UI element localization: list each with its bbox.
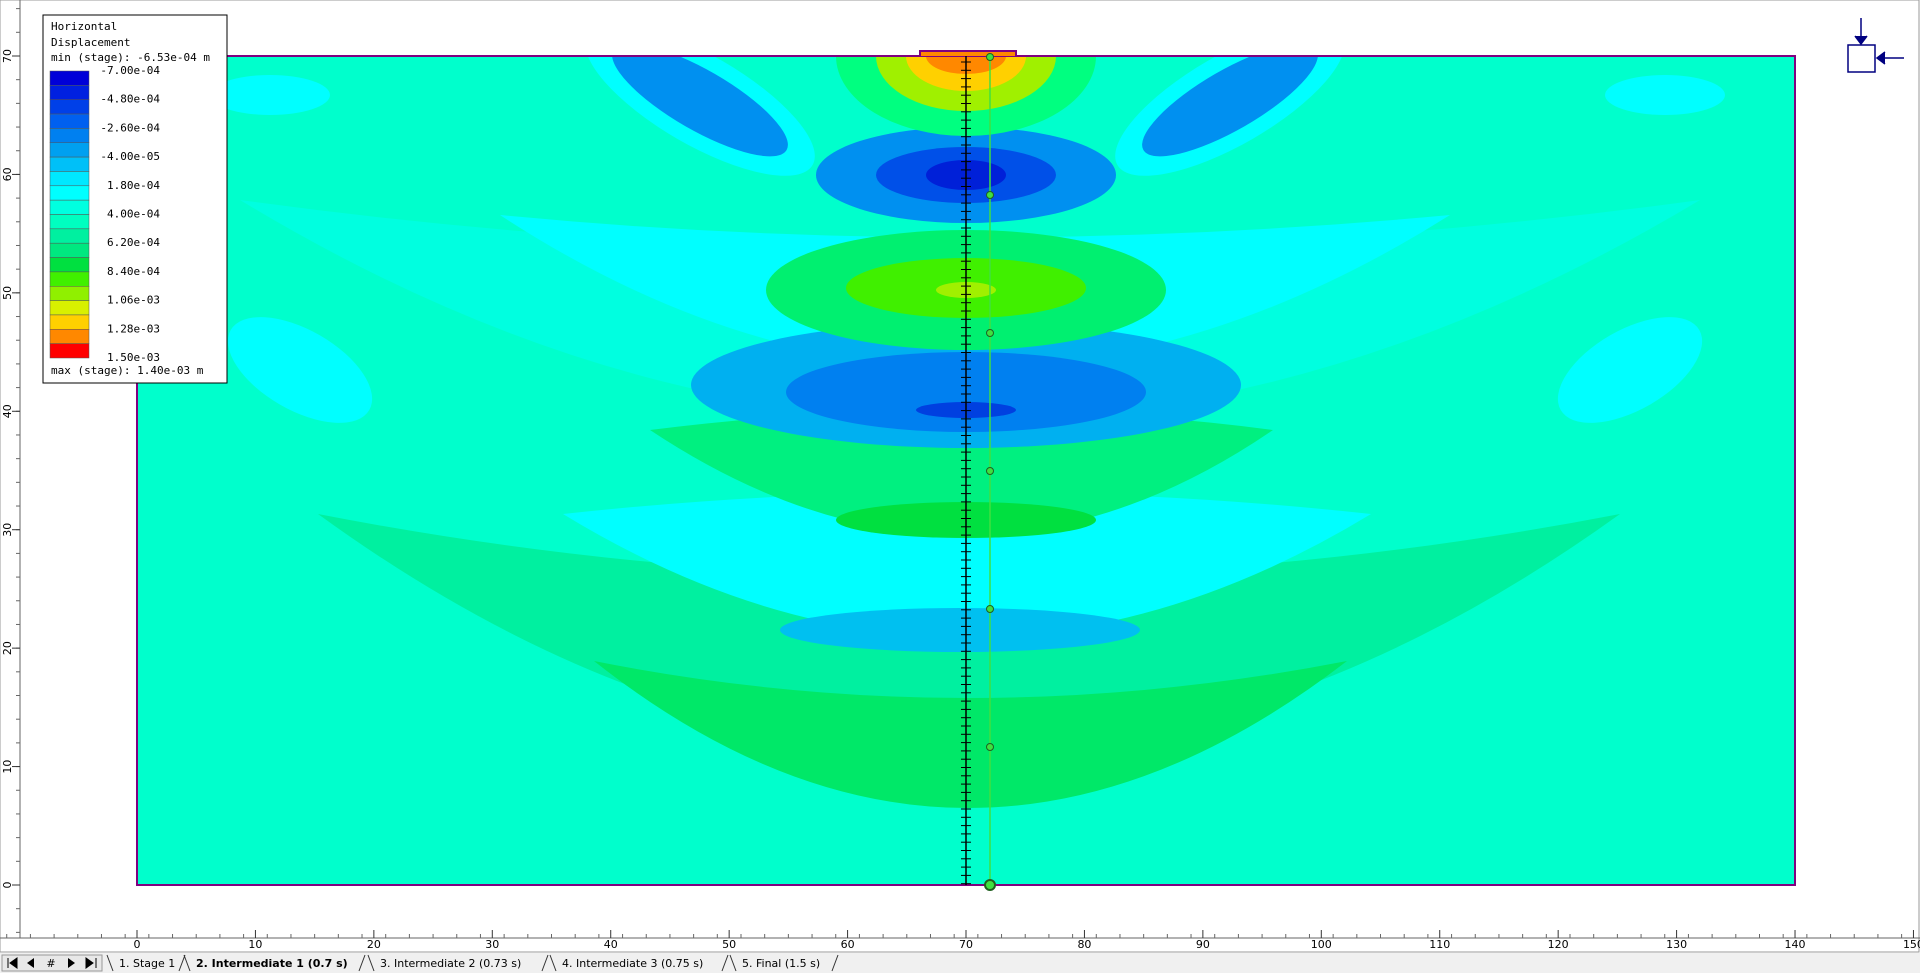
tab-edge [367, 954, 549, 972]
legend-swatch [49, 314, 90, 330]
legend-title: Displacement [51, 36, 130, 49]
footing [919, 50, 1017, 56]
x-tick-label: 0 [134, 938, 141, 951]
legend-label: 6.20e-04 [107, 236, 160, 249]
x-tick-label: 140 [1785, 938, 1806, 951]
x-tick-label: 120 [1548, 938, 1569, 951]
legend-label: -7.00e-04 [100, 64, 160, 77]
nav-buttons: # [1, 954, 103, 972]
legend-swatch [49, 329, 90, 344]
tab-edge [729, 954, 839, 972]
tab[interactable]: 3. Intermediate 2 (0.73 s) [380, 957, 521, 970]
y-tick-label: 20 [1, 641, 14, 655]
legend-swatch [49, 142, 90, 158]
x-tick-label: 100 [1311, 938, 1332, 951]
tab[interactable]: 4. Intermediate 3 (0.75 s) [562, 957, 703, 970]
legend-swatch [49, 286, 90, 301]
legend-label: 4.00e-04 [107, 208, 160, 221]
y-tick-label: 70 [1, 49, 14, 63]
nav-bg [1, 954, 103, 972]
legend-title: Horizontal [51, 20, 117, 33]
y-tick-label: 60 [1, 167, 14, 181]
legend-swatch [49, 85, 90, 100]
tab[interactable]: 5. Final (1.5 s) [742, 957, 820, 970]
legend-swatch [49, 343, 90, 359]
legend-min: min (stage): -6.53e-04 m [51, 51, 210, 64]
y-tick-label: 0 [1, 882, 14, 889]
legend-swatch [49, 156, 90, 172]
frame [0, 0, 1920, 953]
legend-label: 1.28e-03 [107, 322, 160, 335]
x-tick-label: 40 [604, 938, 618, 951]
legend-label: 1.80e-04 [107, 179, 160, 192]
pile-ticks [961, 61, 971, 885]
legend-label: 1.06e-03 [107, 294, 160, 307]
legend-swatch [49, 214, 90, 230]
x-tick-label: 80 [1077, 938, 1091, 951]
legend-swatch [49, 171, 90, 187]
x-tick-label: 10 [248, 938, 262, 951]
tab-edge [106, 954, 186, 972]
boundary-icon [1847, 18, 1904, 73]
tabs: 1. Stage 1 2. Intermediate 1 (0.7 s) 3. In… [106, 954, 839, 972]
legend-swatch [49, 300, 90, 316]
legend-label: -4.80e-04 [100, 93, 160, 106]
x-tick-label: 60 [841, 938, 855, 951]
y-tick-label: 50 [1, 286, 14, 300]
legend-swatch [49, 185, 90, 201]
last-button[interactable] [85, 957, 97, 969]
tab[interactable]: 1. Stage 1 [119, 957, 175, 970]
legend-swatch [49, 242, 90, 258]
legend-label: 8.40e-04 [107, 265, 160, 278]
prev-button[interactable] [27, 958, 34, 968]
y-tick-label: 40 [1, 404, 14, 418]
x-tick-label: 70 [959, 938, 973, 951]
x-tick-label: 90 [1196, 938, 1210, 951]
legend-max: max (stage): 1.40e-03 m [51, 364, 204, 377]
y-tick-label: 10 [1, 760, 14, 774]
legend-scale: -7.00e-04 -4.80e-04 -2.60e-04 -4.00e-05 1.80… [49, 64, 160, 364]
nodes [984, 53, 996, 891]
legend-label: -2.60e-04 [100, 121, 160, 134]
legend-swatch [49, 70, 90, 86]
y-tick-label: 30 [1, 523, 14, 537]
x-tick-label: 50 [722, 938, 736, 951]
legend-swatch [49, 128, 90, 143]
next-button[interactable] [68, 958, 75, 968]
x-tick-label: 130 [1666, 938, 1687, 951]
legend-swatch [49, 113, 90, 129]
x-tick-label: 30 [485, 938, 499, 951]
legend-label: 1.50e-03 [107, 351, 160, 364]
goto-button[interactable]: # [46, 957, 55, 970]
legend-swatch [49, 228, 90, 244]
legend-swatch [49, 271, 90, 287]
x-tick-label: 20 [367, 938, 381, 951]
first-button[interactable] [7, 957, 18, 969]
tab-edge [183, 954, 366, 972]
legend-swatch [49, 257, 90, 273]
legend-label: -4.00e-05 [100, 150, 160, 163]
tab-bar [0, 953, 1920, 973]
x-tick-label: 110 [1429, 938, 1450, 951]
tab-edge [549, 954, 729, 972]
x-tick-label: 150 [1903, 938, 1920, 951]
legend-swatch [49, 99, 90, 115]
legend-swatch [49, 199, 90, 215]
tab[interactable]: 2. Intermediate 1 (0.7 s) [196, 957, 348, 970]
